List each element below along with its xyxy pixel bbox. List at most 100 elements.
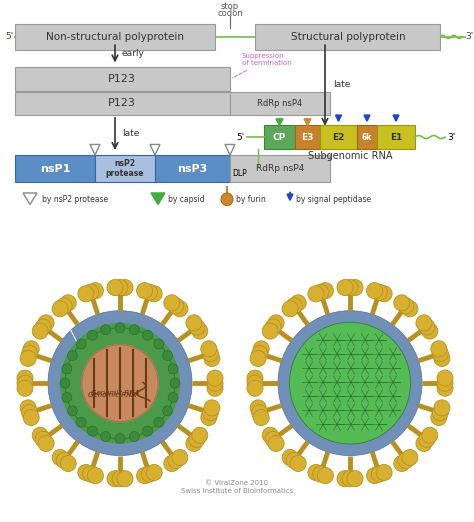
- Circle shape: [394, 295, 410, 311]
- Circle shape: [164, 295, 180, 311]
- Circle shape: [318, 282, 333, 299]
- Circle shape: [290, 295, 306, 311]
- Circle shape: [23, 341, 39, 357]
- Circle shape: [337, 471, 353, 487]
- Text: stop: stop: [221, 2, 239, 11]
- Text: E3: E3: [301, 133, 314, 141]
- Text: Capsid protein
(CP): Capsid protein (CP): [25, 284, 79, 346]
- Text: Genomic RNA: Genomic RNA: [91, 390, 139, 396]
- Text: 6k: 6k: [362, 133, 372, 141]
- Circle shape: [154, 339, 164, 349]
- Text: late: late: [122, 129, 139, 138]
- Text: Genomic RNA: Genomic RNA: [88, 392, 136, 398]
- Circle shape: [366, 468, 383, 484]
- Circle shape: [22, 405, 37, 421]
- Circle shape: [146, 465, 162, 481]
- Circle shape: [60, 323, 180, 444]
- Circle shape: [265, 319, 281, 335]
- Circle shape: [313, 466, 328, 482]
- Circle shape: [172, 301, 188, 317]
- Text: © ViralZone 2010
Swiss Institute of Bioinformatics: © ViralZone 2010 Swiss Institute of Bioi…: [181, 480, 293, 494]
- Circle shape: [376, 286, 392, 302]
- Circle shape: [318, 468, 333, 484]
- Circle shape: [60, 295, 76, 311]
- Circle shape: [52, 301, 68, 317]
- Circle shape: [73, 336, 167, 431]
- Circle shape: [88, 330, 98, 340]
- Text: RdRp nsP4: RdRp nsP4: [256, 164, 304, 173]
- Circle shape: [62, 364, 72, 374]
- Circle shape: [262, 323, 278, 339]
- Circle shape: [201, 409, 217, 425]
- Circle shape: [143, 330, 153, 340]
- Text: DLP: DLP: [232, 170, 247, 179]
- Circle shape: [204, 400, 220, 416]
- Text: Suppression
of termination: Suppression of termination: [232, 53, 292, 78]
- Text: P123: P123: [108, 98, 136, 109]
- Text: Subgenomic RNA: Subgenomic RNA: [308, 151, 392, 161]
- Text: 3': 3': [465, 32, 473, 41]
- Circle shape: [202, 346, 219, 362]
- FancyBboxPatch shape: [155, 155, 230, 182]
- Circle shape: [82, 345, 158, 421]
- Text: early: early: [122, 49, 145, 58]
- Circle shape: [101, 432, 111, 442]
- Circle shape: [56, 453, 72, 469]
- Text: by capsid: by capsid: [168, 195, 205, 204]
- Circle shape: [431, 341, 447, 357]
- FancyBboxPatch shape: [15, 155, 95, 182]
- Circle shape: [35, 431, 51, 447]
- Circle shape: [282, 301, 298, 317]
- Circle shape: [137, 282, 153, 299]
- FancyBboxPatch shape: [255, 24, 440, 50]
- Circle shape: [168, 393, 178, 402]
- Circle shape: [366, 282, 383, 299]
- Circle shape: [278, 311, 422, 456]
- Text: late: late: [333, 80, 350, 89]
- Circle shape: [141, 466, 157, 482]
- Circle shape: [398, 298, 414, 314]
- Circle shape: [60, 455, 76, 471]
- Circle shape: [48, 311, 192, 456]
- Circle shape: [32, 323, 48, 339]
- Circle shape: [65, 328, 175, 438]
- Circle shape: [290, 322, 410, 444]
- Circle shape: [137, 468, 153, 484]
- Circle shape: [88, 426, 98, 436]
- FancyBboxPatch shape: [95, 155, 155, 182]
- Circle shape: [38, 435, 54, 452]
- Text: by signal peptidase: by signal peptidase: [296, 195, 371, 204]
- Circle shape: [192, 323, 208, 339]
- Circle shape: [87, 282, 103, 299]
- Circle shape: [143, 426, 153, 436]
- Circle shape: [115, 433, 125, 444]
- Text: by nsP2 protease: by nsP2 protease: [42, 195, 108, 204]
- Circle shape: [286, 453, 302, 469]
- Circle shape: [416, 315, 432, 331]
- Circle shape: [81, 344, 159, 422]
- Circle shape: [35, 319, 51, 335]
- Circle shape: [172, 449, 188, 466]
- Circle shape: [268, 435, 284, 452]
- Circle shape: [112, 279, 128, 295]
- Circle shape: [76, 417, 86, 428]
- Circle shape: [253, 341, 269, 357]
- Polygon shape: [304, 119, 311, 125]
- Circle shape: [416, 435, 432, 452]
- Circle shape: [17, 380, 33, 396]
- Circle shape: [247, 370, 263, 386]
- Circle shape: [221, 193, 233, 206]
- Circle shape: [115, 323, 125, 333]
- FancyBboxPatch shape: [264, 125, 295, 149]
- Circle shape: [347, 471, 363, 487]
- Circle shape: [202, 405, 219, 421]
- Circle shape: [282, 449, 298, 466]
- Circle shape: [207, 380, 223, 396]
- Circle shape: [164, 455, 180, 471]
- Circle shape: [308, 465, 324, 481]
- Circle shape: [20, 350, 36, 366]
- Text: 5': 5': [237, 133, 245, 141]
- Circle shape: [186, 315, 202, 331]
- Circle shape: [268, 315, 284, 331]
- Circle shape: [207, 375, 223, 391]
